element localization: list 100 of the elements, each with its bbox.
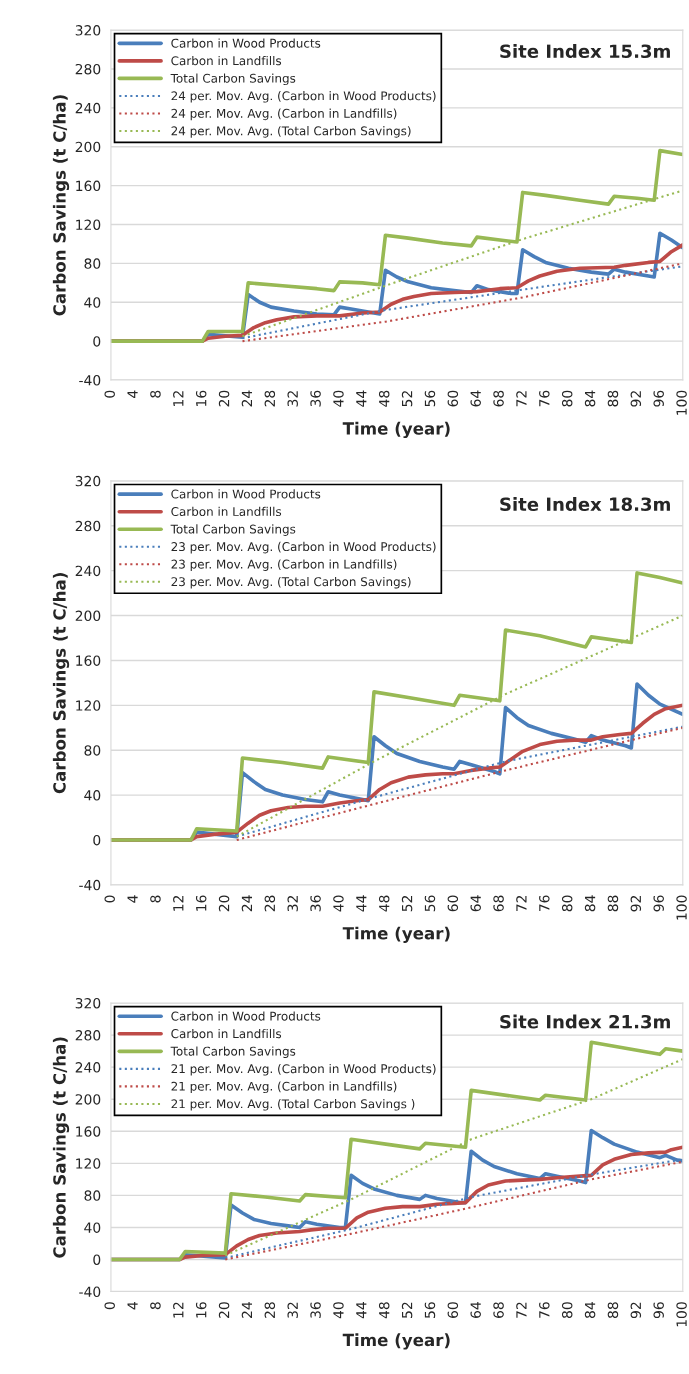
y-tick-label: -40 [79,1286,101,1298]
y-axis-title: Carbon Savings (t C/ha) [52,1037,70,1258]
line-series [110,148,683,343]
x-axis-title: Time (year) [342,421,450,439]
y-tick-label: 200 [75,1094,101,1105]
x-tick-label: 12 [173,895,184,911]
x-tick-label: 32 [287,1302,298,1318]
x-tick-label: 16 [195,895,207,911]
x-tick-label: 36 [310,390,321,407]
x-tick-label: 84 [584,1302,596,1319]
y-tick-label: 280 [75,63,101,75]
x-tick-label: 32 [287,391,298,407]
x-tick-label: 80 [561,390,573,407]
legend-label: 24 per. Mov. Avg. (Carbon in Wood Products) [171,91,436,103]
x-tick-label: 88 [607,895,619,912]
x-tick-label: 56 [424,895,436,912]
y-tick-label: 120 [76,1158,101,1169]
legend-label: Total Carbon Savings [170,73,296,86]
x-tick-label: 56 [424,390,436,407]
x-tick-label: 4 [127,390,138,398]
y-tick-label: 200 [75,610,101,622]
x-tick-label: 72 [516,1302,527,1318]
x-tick-label: 84 [584,390,596,407]
y-tick-label: 320 [75,997,101,1009]
y-tick-label: 240 [75,565,101,577]
x-tick-label: 28 [264,1302,276,1318]
x-tick-label: 44 [356,1302,367,1319]
legend-label: Total Carbon Savings [170,524,296,536]
annotation: Site Index 21.3m [500,1014,670,1029]
y-tick-label: 320 [75,25,101,36]
y-tick-label: 80 [84,258,101,269]
x-tick-label: 24 [241,1302,253,1318]
x-tick-label: 40 [333,390,344,407]
legend-label: Carbon in Wood Products [171,38,321,48]
x-tick-label: 36 [310,1302,321,1318]
y-tick-label: 280 [75,1030,101,1041]
x-tick-label: 24 [241,895,253,912]
y-tick-label: 80 [84,745,101,756]
x-axis-title: Time (year) [342,926,450,943]
x-tick-label: 96 [653,1302,664,1319]
legend-label: Total Carbon Savings [170,1046,296,1059]
legend-label: 23 per. Mov. Avg. (Carbon in Wood Products) [171,541,436,554]
y-tick-label: 160 [76,180,101,192]
legend-label: 21 per. Mov. Avg. (Carbon in Wood Products) [171,1063,436,1076]
x-tick-label: 36 [310,895,321,912]
x-tick-label: 16 [195,1302,207,1318]
legend-label: Carbon in Landfills [171,55,282,66]
x-tick-label: 24 [241,390,253,407]
x-tick-label: 44 [356,895,367,912]
x-tick-label: 100 [676,390,687,415]
y-tick-label: 40 [84,297,101,308]
x-tick-label: 56 [424,1302,436,1318]
x-tick-label: 76 [539,390,550,407]
y-axis-title: Carbon Savings (t C/ha) [52,573,70,794]
y-tick-label: 40 [84,790,101,801]
y-tick-label: 40 [84,1222,101,1233]
y-axis-title: Carbon Savings (t C/ha) [52,95,70,316]
x-tick-label: 8 [150,895,161,903]
y-tick-label: 0 [93,336,101,347]
y-tick-label: 240 [75,102,101,114]
line-series [110,571,683,842]
x-tick-label: 4 [127,895,138,903]
x-tick-label: 60 [447,895,459,912]
y-tick-label: 120 [76,700,101,711]
y-tick-label: 280 [75,520,101,532]
x-tick-label: 60 [447,1302,459,1318]
x-tick-label: 76 [539,895,550,912]
x-tick-label: 96 [653,895,664,912]
x-tick-label: 28 [264,895,276,912]
y-tick-label: 120 [76,219,101,230]
x-tick-label: 48 [378,390,390,407]
x-tick-label: 92 [630,391,642,407]
x-tick-label: 60 [447,390,459,407]
legend-label: 21 per. Mov. Avg. (Total Carbon Savings ) [171,1099,415,1111]
x-tick-label: 28 [264,390,276,407]
legend-label: 23 per. Mov. Avg. (Carbon in Landfills) [171,559,397,571]
x-tick-label: 40 [333,895,344,912]
x-tick-label: 100 [676,895,687,920]
legend-label: 21 per. Mov. Avg. (Carbon in Landfills) [171,1081,397,1094]
x-tick-label: 0 [104,895,115,903]
y-tick-label: 160 [76,1126,101,1137]
x-tick-label: 84 [584,895,596,912]
legend-label: Carbon in Wood Products [171,489,321,499]
x-tick-label: 68 [493,895,504,912]
x-tick-label: 0 [104,390,115,398]
y-tick-label: -40 [79,375,101,386]
x-axis-title: Time (year) [342,1333,450,1350]
x-tick-label: 52 [401,1302,413,1318]
x-tick-label: 88 [607,390,619,407]
x-tick-label: 92 [630,1302,642,1319]
legend-label: 23 per. Mov. Avg. (Total Carbon Savings) [171,576,411,589]
y-tick-label: 0 [93,1254,101,1265]
x-tick-label: 64 [470,895,481,912]
x-tick-label: 20 [218,895,230,912]
x-tick-label: 4 [127,1302,138,1310]
x-tick-label: 80 [561,895,573,912]
y-tick-label: 0 [93,834,101,846]
x-tick-label: 48 [378,1302,390,1319]
x-tick-label: 100 [676,1302,687,1327]
x-tick-label: 52 [401,391,413,407]
